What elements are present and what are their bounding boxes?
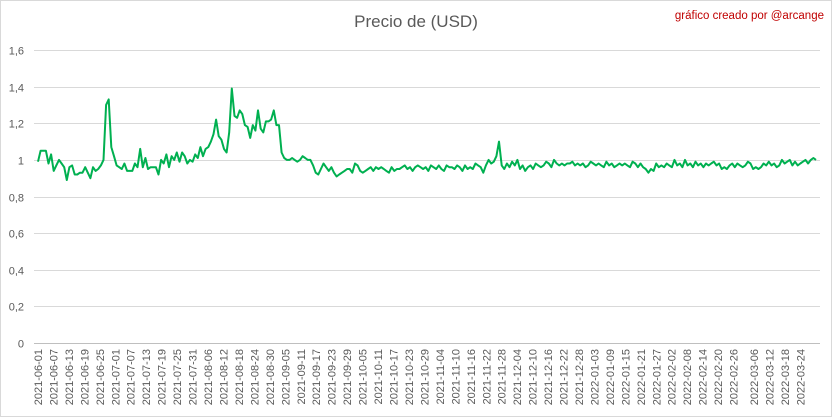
x-tick-label: 2021-11-04 [435, 349, 447, 404]
x-tick-label: 2021-12-10 [528, 349, 540, 405]
x-tick-label: 2021-08-18 [234, 349, 246, 405]
y-tick-label: 0,4 [9, 266, 24, 278]
y-tick-label: 1,4 [9, 83, 24, 95]
x-tick-label: 2021-09-29 [342, 349, 354, 405]
x-tick-label: 2021-09-11 [296, 349, 308, 404]
x-tick-label: 2022-01-21 [636, 349, 648, 405]
x-tick-label: 2022-02-26 [729, 349, 741, 405]
x-tick-label: 2021-10-11 [373, 349, 385, 404]
x-tick-label: 2021-08-06 [203, 349, 215, 405]
x-tick-label: 2021-12-04 [512, 349, 524, 405]
x-tick-label: 2021-06-13 [64, 349, 76, 405]
x-tick-label: 2022-03-24 [796, 349, 808, 405]
price-series-line [37, 87, 817, 181]
x-tick-label: 2021-06-07 [49, 349, 61, 405]
x-tick-label: 2022-01-09 [605, 349, 617, 405]
x-tick-label: 2022-03-06 [749, 349, 761, 405]
x-tick-label: 2021-06-25 [95, 349, 107, 405]
x-tick-label: 2021-08-12 [219, 349, 231, 405]
y-tick-label: 0,2 [9, 302, 24, 314]
x-tick-label: 2022-02-02 [667, 349, 679, 405]
y-tick-label: 1,2 [9, 119, 24, 131]
x-tick-label: 2021-09-23 [327, 349, 339, 405]
x-tick-label: 2021-12-16 [543, 349, 555, 405]
x-tick-label: 2021-07-07 [126, 349, 138, 405]
x-tick-label: 2021-06-19 [79, 349, 91, 405]
x-tick-label: 2021-11-10 [450, 349, 462, 404]
x-tick-label: 2022-01-27 [651, 349, 663, 405]
x-tick-label: 2021-07-25 [172, 349, 184, 405]
x-tick-label: 2022-03-12 [765, 349, 777, 405]
chart-title: Precio de (USD) [354, 12, 478, 31]
y-tick-label: 0,8 [9, 193, 24, 205]
y-tick-label: 0,6 [9, 229, 24, 241]
x-tick-label: 2021-09-17 [311, 349, 323, 405]
x-tick-label: 2022-01-15 [620, 349, 632, 405]
y-tick-label: 1,6 [9, 46, 24, 58]
x-tick-label: 2022-02-14 [698, 349, 710, 405]
x-tick-label: 2022-02-08 [682, 349, 694, 405]
x-tick-label: 2021-10-05 [358, 349, 370, 405]
x-tick-label: 2021-08-30 [265, 349, 277, 405]
x-tick-label: 2021-11-28 [497, 349, 509, 404]
x-tick-label: 2021-10-17 [389, 349, 401, 405]
y-tick-label: 0 [18, 339, 24, 351]
x-tick-label: 2021-08-24 [249, 349, 261, 405]
x-tick-label: 2021-07-31 [188, 349, 200, 405]
x-tick-label: 2021-10-23 [404, 349, 416, 405]
x-tick-label: 2021-10-29 [419, 349, 431, 405]
x-tick-label: 2022-03-18 [780, 349, 792, 405]
x-tick-label: 2022-01-03 [590, 349, 602, 405]
x-tick-label: 2021-07-01 [110, 349, 122, 405]
x-tick-label: 2021-07-13 [141, 349, 153, 405]
x-tick-label: 2021-11-22 [481, 349, 493, 404]
x-tick-label: 2022-02-20 [713, 349, 725, 405]
y-tick-label: 1 [18, 156, 24, 168]
x-tick-label: 2021-12-28 [574, 349, 586, 405]
x-tick-label: 2021-09-05 [280, 349, 292, 405]
x-tick-label: 2021-12-22 [559, 349, 571, 405]
x-tick-label: 2021-07-19 [157, 349, 169, 405]
x-tick-label: 2021-11-16 [466, 349, 478, 404]
x-tick-label: 2021-06-01 [33, 349, 45, 405]
chart-credit: gráfico creado por @arcange [674, 10, 824, 22]
